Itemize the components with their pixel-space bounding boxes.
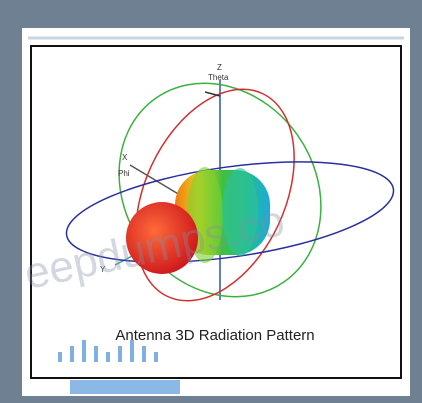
axis-label: X — [122, 153, 128, 162]
red-lobe — [126, 202, 198, 274]
red-ring — [135, 88, 295, 302]
lobe-ring — [222, 168, 258, 256]
caption: Antenna 3D Radiation Pattern — [115, 327, 314, 344]
axis-label: Phi — [118, 169, 130, 178]
theta-arrow — [204, 91, 221, 97]
axis-label: Theta — [208, 73, 229, 82]
axis-label: Z — [217, 63, 222, 72]
lobe — [126, 167, 270, 274]
axis-label: Y — [100, 265, 106, 274]
logo-bars — [58, 340, 180, 394]
blue-ring — [65, 161, 395, 263]
